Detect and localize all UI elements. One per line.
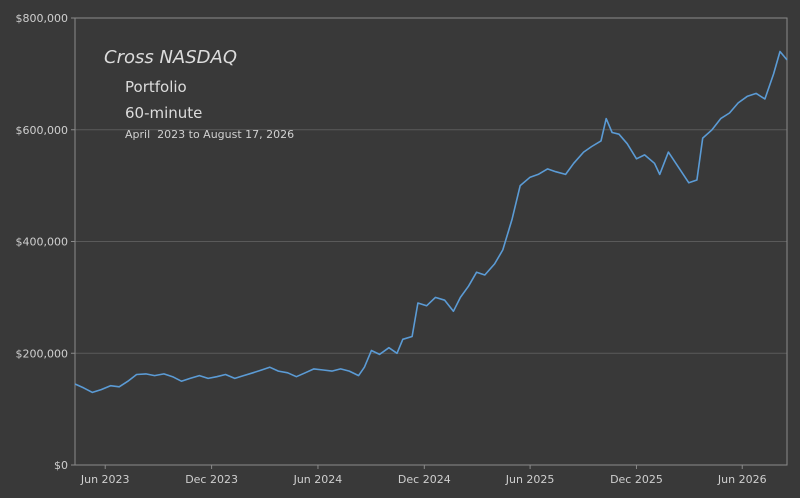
series-layer	[74, 50, 788, 394]
grid-lines	[75, 129, 787, 354]
x-tick-label: Jun 2026	[717, 473, 767, 486]
y-tick-label: $600,000	[16, 124, 69, 137]
x-tick-label: Dec 2023	[185, 473, 238, 486]
interval-label: 60-minute	[125, 104, 202, 122]
x-axis: Jun 2023 Dec 2023 Jun 2024 Dec 2024 Jun 2025…	[80, 465, 767, 486]
y-tick-label: $0	[54, 459, 68, 472]
y-tick-label: $800,000	[16, 12, 69, 25]
y-axis: $0 $200,000 $400,000 $600,000 $800,000	[16, 12, 75, 472]
x-tick-label: Jun 2023	[80, 473, 130, 486]
x-tick-label: Dec 2025	[610, 473, 663, 486]
chart-title: Cross NASDAQ	[104, 47, 237, 68]
x-tick-label: Dec 2024	[398, 473, 451, 486]
x-tick-label: Jun 2025	[505, 473, 555, 486]
x-tick-label: Jun 2024	[293, 473, 343, 486]
date-range-label: April 2023 to August 17, 2026	[125, 128, 294, 141]
chart-title-block: Cross NASDAQ Portfolio 60-minute April 2…	[104, 47, 294, 141]
chart-subtitle: Portfolio	[125, 78, 187, 96]
y-tick-label: $400,000	[16, 236, 69, 249]
y-tick-label: $200,000	[16, 347, 69, 360]
series-line	[74, 50, 788, 394]
